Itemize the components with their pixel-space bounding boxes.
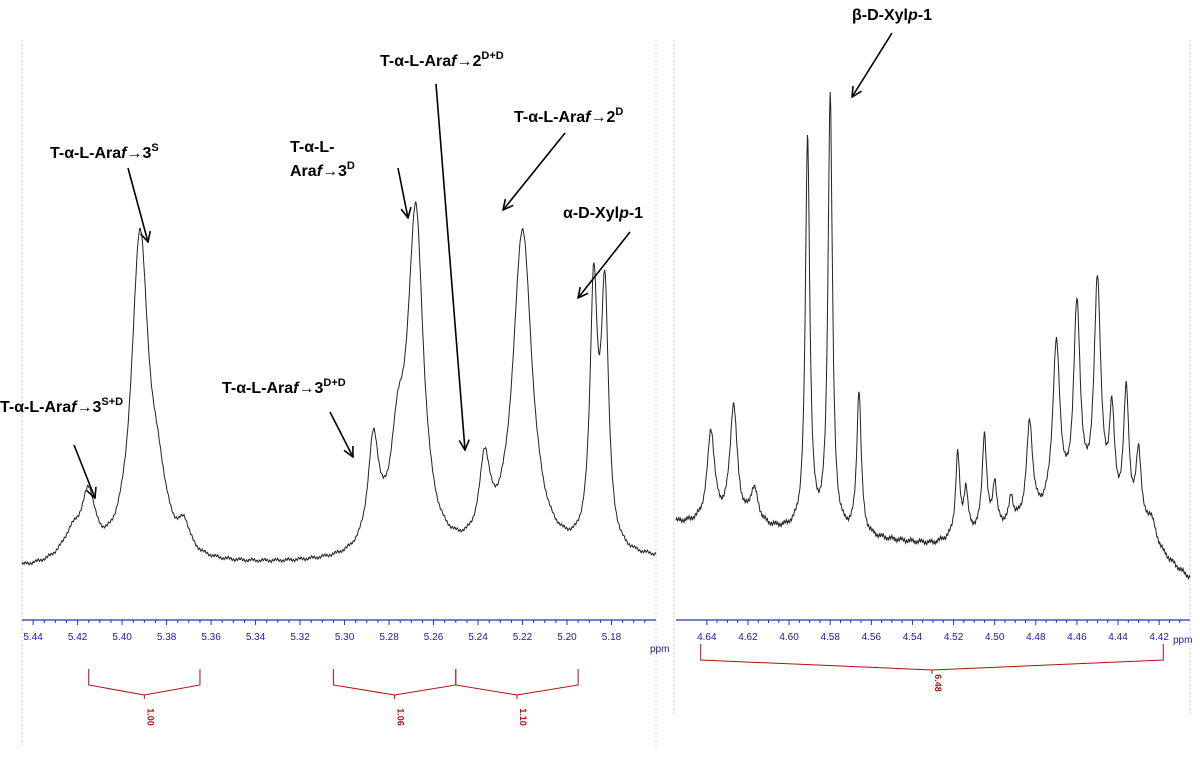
- right-axis-unit: ppm: [1173, 635, 1192, 646]
- right-annotations: β-D-Xylp-1: [852, 7, 932, 97]
- right-spectrum-trace: [676, 92, 1190, 579]
- x-tick-label: 4.42: [1149, 632, 1169, 643]
- peak-annotation: β-D-Xylp-1: [852, 7, 932, 97]
- peak-label: α-D-Xylp-1: [563, 205, 643, 222]
- peak-arrow: [852, 33, 892, 97]
- x-tick-label: 4.56: [862, 632, 882, 643]
- x-tick-label: 5.44: [23, 632, 43, 643]
- integral-value: 1.06: [396, 708, 406, 726]
- peak-annotation: T-α-L-Araf→2D: [503, 106, 623, 210]
- peak-label: T-α-L-Araf→2D+D: [380, 50, 504, 70]
- peak-label: T-α-L-Araf→2D: [514, 106, 623, 126]
- x-tick-label: 5.22: [513, 632, 533, 643]
- peak-arrow: [578, 232, 630, 298]
- integral-bracket: [456, 669, 578, 695]
- x-tick-label: 4.46: [1067, 632, 1087, 643]
- x-tick-label: 5.42: [68, 632, 88, 643]
- x-tick-label: 4.54: [903, 632, 923, 643]
- peak-arrow: [436, 84, 465, 450]
- peak-label: T-α-L-Araf→3S: [50, 142, 159, 162]
- peak-label: T-α-L-Araf→3D+D: [222, 377, 346, 397]
- peak-arrow: [398, 168, 408, 218]
- peak-annotation: T-α-L- Araf→3D: [290, 139, 408, 218]
- x-tick-label: 5.36: [201, 632, 221, 643]
- integral-bracket: [333, 669, 455, 695]
- x-tick-label: 4.44: [1108, 632, 1128, 643]
- x-tick-label: 5.40: [112, 632, 132, 643]
- x-tick-label: 5.30: [335, 632, 355, 643]
- left-axis-unit: ppm: [650, 644, 669, 655]
- integral-value: 6.48: [933, 674, 943, 692]
- x-tick-label: 4.50: [985, 632, 1005, 643]
- x-tick-label: 4.48: [1026, 632, 1046, 643]
- peak-annotation: T-α-L-Araf→3D+D: [222, 377, 353, 457]
- integral-bracket: [89, 669, 200, 695]
- peak-label: T-α-L-: [290, 139, 334, 156]
- peak-arrow: [128, 168, 148, 242]
- right-x-axis-ticks: 4.64 4.62 4.60 4.58 4.56 4.54 4.52 4.50 4.48 4.46…: [697, 620, 1180, 643]
- x-tick-label: 5.34: [246, 632, 266, 643]
- peak-annotation: T-α-L-Araf→2D+D: [380, 50, 504, 450]
- integral-bracket: [701, 644, 1164, 670]
- left-spectrum-panel: 5.44 5.42 5.40 5.38 5.36 5.34 5.32 5.30 5.28 5.26…: [0, 50, 669, 726]
- left-annotations: T-α-L-Araf→3S+DT-α-L-Araf→3ST-α-L-Araf→3…: [0, 50, 643, 498]
- right-integrals: 6.48: [701, 644, 1164, 692]
- x-tick-label: 5.20: [557, 632, 577, 643]
- x-tick-label: 4.64: [697, 632, 717, 643]
- x-tick-label: 5.28: [379, 632, 399, 643]
- peak-arrow: [74, 445, 95, 498]
- peak-annotation: T-α-L-Araf→3S+D: [0, 396, 123, 498]
- peak-arrow: [503, 133, 565, 210]
- right-spectrum-panel: 4.64 4.62 4.60 4.58 4.56 4.54 4.52 4.50 4.48 4.46…: [676, 7, 1192, 692]
- left-x-axis-ticks: 5.44 5.42 5.40 5.38 5.36 5.34 5.32 5.30 5.28 5.26…: [23, 620, 644, 643]
- x-tick-label: 5.24: [468, 632, 488, 643]
- integral-value: 1.00: [145, 708, 155, 726]
- x-tick-label: 4.58: [820, 632, 840, 643]
- peak-annotation: T-α-L-Araf→3S: [50, 142, 159, 242]
- left-integrals: 1.00 1.06 1.10: [89, 669, 578, 726]
- peak-label: T-α-L-Araf→3S+D: [0, 396, 123, 416]
- peak-label-line2: Araf→3D: [290, 160, 355, 180]
- peak-label: β-D-Xylp-1: [852, 7, 932, 24]
- x-tick-label: 5.26: [424, 632, 444, 643]
- integral-value: 1.10: [518, 708, 528, 726]
- x-tick-label: 4.62: [738, 632, 758, 643]
- x-tick-label: 5.18: [602, 632, 622, 643]
- x-tick-label: 4.60: [779, 632, 799, 643]
- x-tick-label: 5.38: [157, 632, 177, 643]
- x-tick-label: 4.52: [944, 632, 964, 643]
- x-tick-label: 5.32: [290, 632, 310, 643]
- peak-arrow: [330, 412, 353, 457]
